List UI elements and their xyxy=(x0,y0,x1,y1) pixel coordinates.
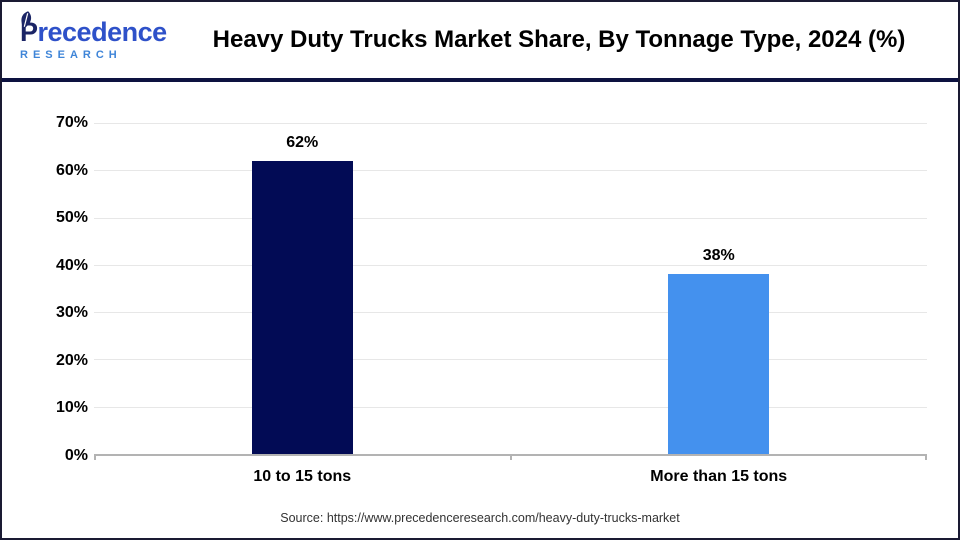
brand-logo: Precedence RESEARCH xyxy=(20,11,170,61)
y-tick-label: 70% xyxy=(55,114,88,131)
brand-name: Precedence xyxy=(20,17,167,47)
brand-subtitle: RESEARCH xyxy=(20,49,122,61)
x-axis-tick xyxy=(509,454,512,460)
bar-rect xyxy=(251,160,353,454)
leaf-icon xyxy=(21,11,32,29)
gridline xyxy=(94,170,927,172)
x-category-label: 10 to 15 tons xyxy=(253,468,352,485)
gridline xyxy=(94,123,927,124)
y-tick-label: 30% xyxy=(55,304,88,322)
bar-group-1: 62% xyxy=(251,134,353,454)
y-tick-label: 0% xyxy=(64,447,88,464)
bar-value-label: 62% xyxy=(286,133,319,151)
bar-group-2: 38% xyxy=(668,247,770,454)
gridline xyxy=(94,406,927,408)
y-tick-label: 60% xyxy=(55,161,88,179)
y-tick-label: 20% xyxy=(55,351,88,369)
plot-area: 62% 10 to 15 tons 38% More than 15 tons xyxy=(94,123,927,485)
bar-value-label: 38% xyxy=(702,247,735,265)
y-axis: 0% 10% 20% 30% 40% 50% 60% 70% xyxy=(26,114,88,464)
gridline xyxy=(94,217,927,219)
gridline xyxy=(94,312,927,314)
y-tick-label: 50% xyxy=(55,209,88,227)
bar-rect xyxy=(668,274,770,454)
header: Precedence RESEARCH Heavy Duty Trucks Ma… xyxy=(2,2,958,82)
y-tick-label: 10% xyxy=(55,399,88,417)
y-tick-label: 40% xyxy=(55,256,88,274)
chart-title: Heavy Duty Trucks Market Share, By Tonna… xyxy=(212,26,906,53)
source-line: Source: https://www.precedenceresearch.c… xyxy=(280,511,680,525)
gridline xyxy=(94,264,927,266)
gridline xyxy=(94,359,927,361)
x-category-label: More than 15 tons xyxy=(650,468,788,485)
x-axis-tick xyxy=(925,454,927,460)
x-axis-tick xyxy=(94,454,96,460)
